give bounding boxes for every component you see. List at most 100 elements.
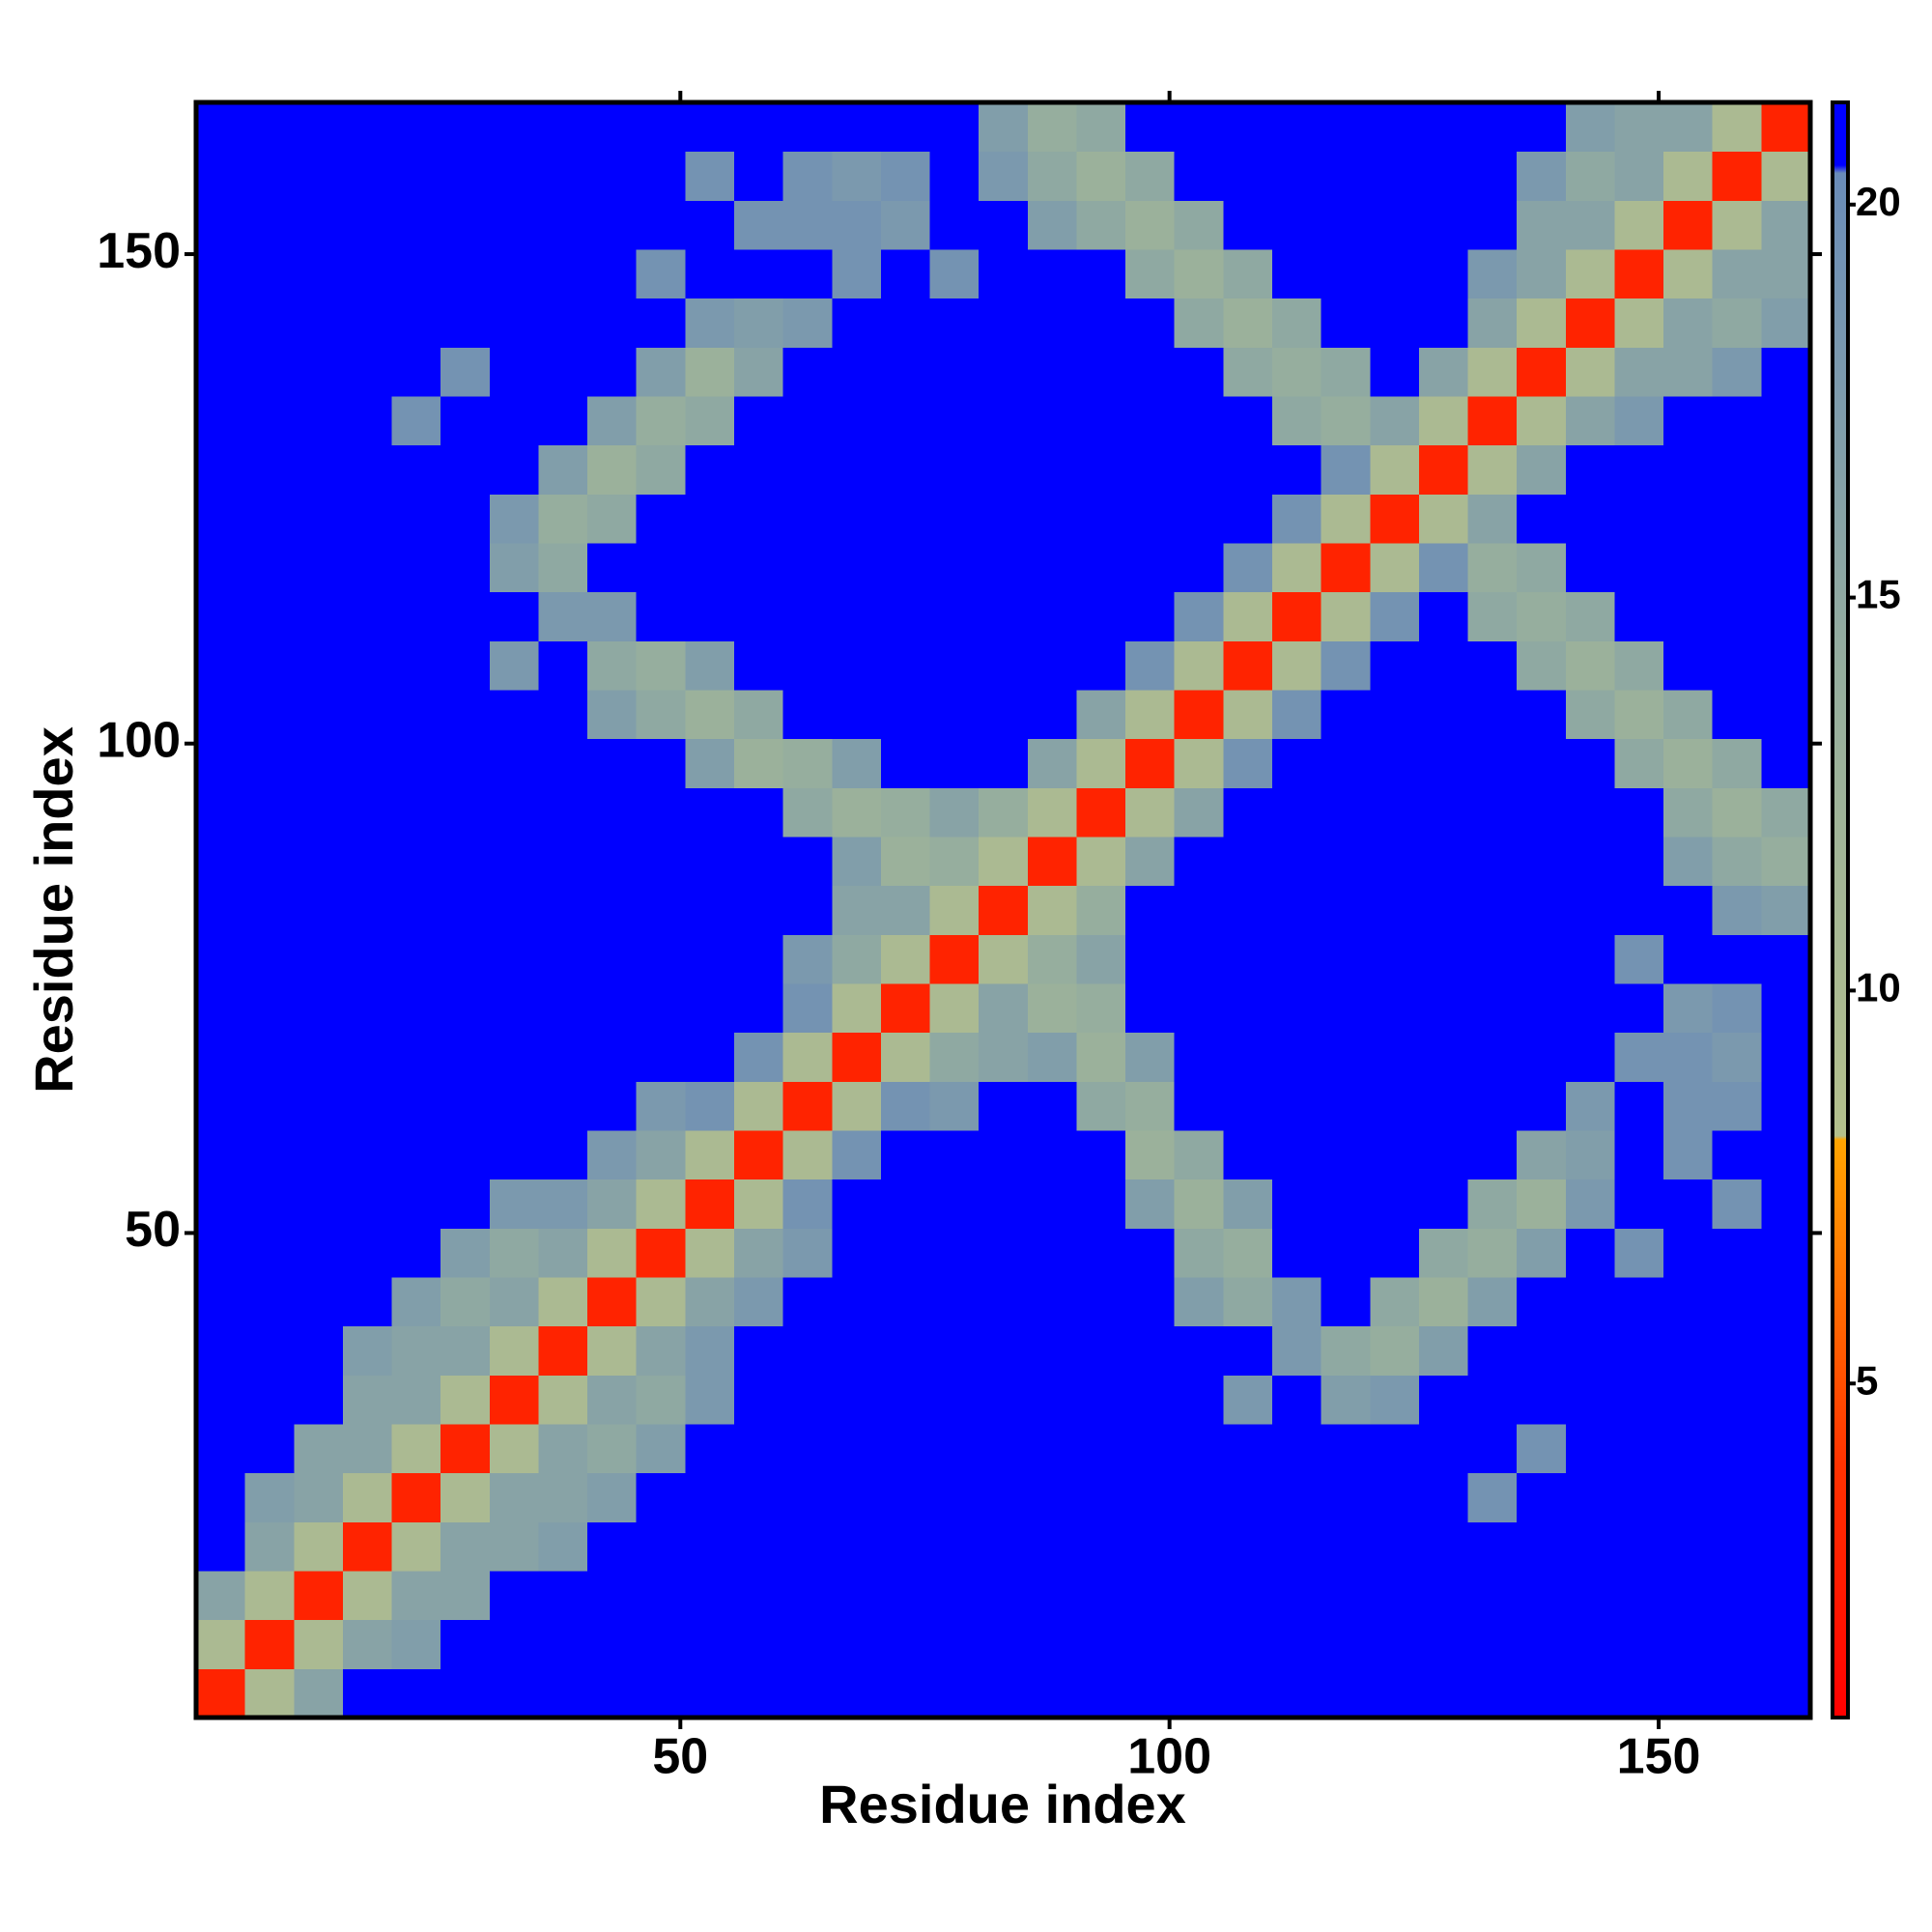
cell [1467,200,1518,250]
cell [832,837,882,887]
cell [1321,738,1371,788]
cell [1517,1032,1567,1082]
cell [1565,151,1615,201]
cell [1321,837,1371,887]
cell [587,347,638,397]
cell [1614,102,1664,153]
cell [294,738,344,788]
cell [440,934,491,984]
cell [342,934,393,984]
cell [979,151,1029,201]
cell [734,1521,784,1572]
cell [1272,1619,1322,1669]
cell [1174,787,1224,838]
cell [587,1668,638,1719]
cell [587,1032,638,1082]
cell [391,151,441,201]
cell [979,1619,1029,1669]
cell [244,1325,295,1376]
cell [244,934,295,984]
cell [1761,591,1811,641]
cell [832,787,882,838]
cell [196,1032,246,1082]
cell [734,200,784,250]
cell [1712,1130,1762,1180]
cell [636,1277,686,1327]
cell [440,787,491,838]
cell [1272,1179,1322,1229]
cell [734,1472,784,1522]
cell [734,543,784,593]
cell [244,1472,295,1522]
cell [979,983,1029,1034]
cell [832,298,882,348]
cell [196,640,246,691]
cell [1272,102,1322,153]
cell [782,983,833,1034]
y-tick-label: 100 [97,712,181,768]
cell [636,298,686,348]
cell [391,1619,441,1669]
cell [196,347,246,397]
cell [1517,837,1567,887]
cell [1223,591,1273,641]
cell [1663,1375,1714,1425]
cell [587,249,638,299]
cell [1712,543,1762,593]
cell [196,591,246,641]
cell [880,640,931,691]
cell [734,151,784,201]
cell [294,934,344,984]
cell [1321,1521,1371,1572]
cell [832,885,882,935]
cell [1125,738,1176,788]
cell [538,738,588,788]
cell [685,1228,735,1278]
cell [636,591,686,641]
cell [489,102,539,153]
cell [1418,591,1469,641]
cell [587,1179,638,1229]
cell [538,1130,588,1180]
cell [196,738,246,788]
cell [587,1081,638,1131]
cell [1027,1668,1077,1719]
cell [782,1472,833,1522]
cell [1076,640,1126,691]
cell [294,837,344,887]
cell [929,1424,980,1474]
cell [294,396,344,446]
cell [489,151,539,201]
cell [1418,102,1469,153]
cell [1076,787,1126,838]
cell [1418,934,1469,984]
cell [1223,837,1273,887]
cell [734,934,784,984]
cell [1467,934,1518,984]
cell [538,1424,588,1474]
cell [196,1277,246,1327]
cell [1321,1619,1371,1669]
cell [1174,1179,1224,1229]
cell [294,690,344,740]
cell [734,1277,784,1327]
cell [782,1032,833,1082]
cell [1223,1228,1273,1278]
cell [1370,837,1420,887]
cell [1614,690,1664,740]
cell [1517,1619,1567,1669]
cell [1712,396,1762,446]
cell [342,298,393,348]
cell [1321,1668,1371,1719]
cell [391,787,441,838]
cell [1125,1032,1176,1082]
cell [294,1325,344,1376]
cell [1027,1032,1077,1082]
cell [1125,1130,1176,1180]
cell [294,1130,344,1180]
cell [1174,200,1224,250]
cell [1467,837,1518,887]
cell [734,1228,784,1278]
cell [880,837,931,887]
